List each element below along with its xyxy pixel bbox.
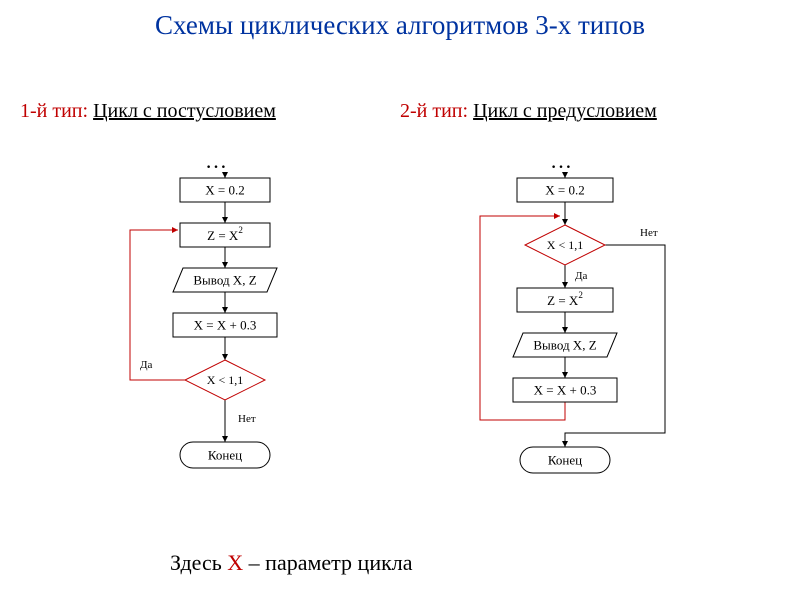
svg-text:Вывод X, Z: Вывод X, Z [533,338,596,353]
svg-text:X < 1,1: X < 1,1 [207,373,243,387]
svg-text:Вывод X, Z: Вывод X, Z [193,273,256,288]
svg-text:Z = X2: Z = X2 [207,225,243,243]
svg-text:Да: Да [140,359,153,371]
caption-x: X [227,550,243,575]
svg-text:Да: Да [575,270,588,282]
svg-text:Нет: Нет [640,227,658,239]
caption-prefix: Здесь [170,550,227,575]
main-title: Схемы циклических алгоритмов 3-х типов [0,10,800,41]
svg-text:X = X + 0.3: X = X + 0.3 [194,318,257,333]
flowchart-type2: Да Нет X = 0.2 X < 1,1 Z = X2 Вывод X, Z X = X… [440,170,730,520]
type2-heading: 2-й тип: Цикл с предусловием [400,100,657,123]
type2-name: Цикл с предусловием [473,100,657,122]
svg-text:Конец: Конец [208,448,242,463]
svg-text:Z = X2: Z = X2 [547,290,583,308]
svg-text:X = X + 0.3: X = X + 0.3 [534,383,597,398]
type2-prefix: 2-й тип: [400,100,468,122]
svg-text:X = 0.2: X = 0.2 [545,183,584,198]
svg-text:Конец: Конец [548,453,582,468]
type1-prefix: 1-й тип: [20,100,88,122]
svg-text:X = 0.2: X = 0.2 [205,183,244,198]
caption-suffix: – параметр цикла [243,550,412,575]
caption: Здесь X – параметр цикла [170,550,413,576]
svg-text:X < 1,1: X < 1,1 [547,238,583,252]
svg-text:Нет: Нет [238,413,256,425]
type1-heading: 1-й тип: Цикл с постусловием [20,100,276,123]
flowchart-type1: Нет Да X = 0.2 Z = X2 Вывод X, Z X = X + 0.3 X… [100,170,350,520]
type1-name: Цикл с постусловием [93,100,276,122]
